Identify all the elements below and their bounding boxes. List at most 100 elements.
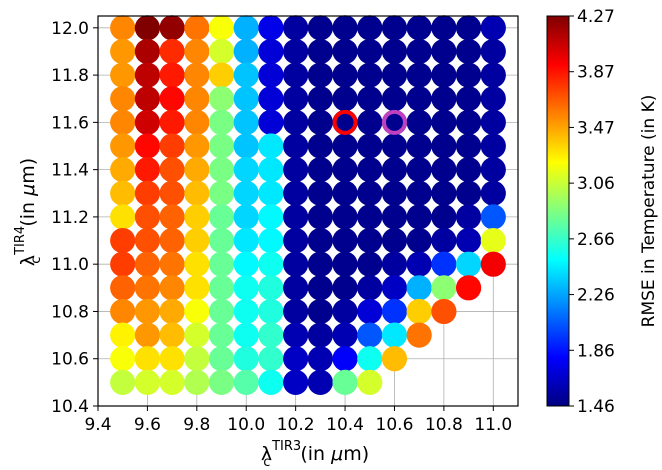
data-point bbox=[480, 157, 506, 183]
star-marker bbox=[374, 79, 390, 95]
data-point bbox=[332, 62, 358, 88]
star-marker bbox=[424, 103, 440, 119]
data-point bbox=[406, 275, 432, 301]
data-point bbox=[381, 204, 408, 230]
data-point bbox=[110, 204, 136, 230]
data-point bbox=[184, 109, 210, 135]
star-marker bbox=[448, 150, 464, 166]
star-marker bbox=[448, 103, 464, 119]
data-point bbox=[283, 180, 309, 206]
data-point bbox=[134, 38, 161, 65]
data-point bbox=[307, 15, 333, 41]
data-point bbox=[381, 346, 408, 372]
data-point bbox=[381, 298, 408, 325]
star-marker bbox=[300, 126, 316, 142]
data-point bbox=[381, 86, 408, 112]
data-point bbox=[431, 133, 457, 159]
data-point bbox=[208, 133, 235, 159]
data-point bbox=[258, 204, 284, 230]
data-point bbox=[381, 180, 408, 206]
data-point bbox=[258, 369, 284, 395]
y-tick-label: 11.2 bbox=[51, 208, 89, 228]
data-point bbox=[110, 62, 136, 88]
data-point bbox=[233, 157, 259, 183]
data-point bbox=[406, 86, 432, 112]
data-point bbox=[110, 227, 136, 254]
data-point bbox=[357, 346, 383, 372]
star-marker bbox=[374, 173, 390, 189]
star-marker bbox=[300, 173, 316, 189]
star-marker bbox=[424, 221, 440, 237]
star-marker bbox=[300, 103, 316, 119]
data-point bbox=[332, 38, 358, 65]
star-marker bbox=[374, 244, 390, 260]
star-markers bbox=[300, 32, 489, 308]
data-point bbox=[381, 227, 408, 254]
data-point bbox=[159, 227, 185, 254]
data-point bbox=[381, 251, 408, 277]
data-point bbox=[357, 86, 383, 112]
data-point bbox=[208, 62, 235, 88]
star-marker bbox=[300, 79, 316, 95]
x-tick-label: 10.8 bbox=[425, 415, 463, 435]
data-point bbox=[406, 251, 432, 277]
data-point bbox=[110, 86, 136, 112]
data-point bbox=[332, 346, 358, 372]
data-point bbox=[332, 322, 358, 348]
star-marker bbox=[424, 197, 440, 213]
data-point bbox=[406, 227, 432, 254]
data-point bbox=[307, 133, 333, 159]
data-point bbox=[357, 109, 383, 135]
data-point bbox=[110, 38, 136, 65]
data-point bbox=[258, 180, 284, 206]
data-point bbox=[381, 62, 408, 88]
star-marker bbox=[448, 173, 464, 189]
data-point bbox=[258, 227, 284, 254]
data-point bbox=[208, 298, 235, 325]
data-point bbox=[332, 157, 358, 183]
data-point bbox=[307, 322, 333, 348]
data-point bbox=[258, 86, 284, 112]
data-point bbox=[357, 157, 383, 183]
data-point bbox=[184, 38, 210, 65]
data-point bbox=[208, 275, 235, 301]
star-marker bbox=[349, 32, 365, 48]
data-point bbox=[431, 204, 457, 230]
data-point bbox=[332, 298, 358, 325]
data-point bbox=[357, 322, 383, 348]
star-marker bbox=[349, 126, 365, 142]
data-point bbox=[307, 157, 333, 183]
star-marker bbox=[349, 79, 365, 95]
data-point bbox=[208, 15, 235, 41]
data-point bbox=[184, 86, 210, 112]
y-tick-label: 11.0 bbox=[51, 255, 89, 275]
data-point bbox=[357, 275, 383, 301]
data-point bbox=[159, 86, 185, 112]
data-point bbox=[134, 109, 161, 135]
data-point bbox=[307, 227, 333, 254]
data-point bbox=[332, 180, 358, 206]
x-axis-ticks: 9.4 9.6 9.8 10.0 10.2 10.4 10.6 10.8 11.0 bbox=[84, 406, 512, 435]
data-point bbox=[283, 251, 309, 277]
data-point bbox=[233, 62, 259, 88]
colorbar-tick-label: 1.46 bbox=[577, 397, 615, 417]
star-marker bbox=[473, 55, 489, 71]
data-point bbox=[233, 15, 259, 41]
data-point bbox=[307, 109, 333, 135]
data-point bbox=[332, 227, 358, 254]
data-point bbox=[208, 180, 235, 206]
star-marker bbox=[349, 221, 365, 237]
star-marker bbox=[399, 79, 415, 95]
star-marker bbox=[300, 55, 316, 71]
x-tick-label: 9.6 bbox=[134, 415, 161, 435]
data-point bbox=[283, 38, 309, 65]
data-point bbox=[159, 322, 185, 348]
star-marker bbox=[473, 32, 489, 48]
data-point bbox=[233, 133, 259, 159]
star-marker bbox=[325, 268, 341, 284]
data-point bbox=[357, 38, 383, 65]
data-point bbox=[357, 251, 383, 277]
star-marker bbox=[300, 244, 316, 260]
star-marker bbox=[374, 55, 390, 71]
data-point bbox=[110, 157, 136, 183]
